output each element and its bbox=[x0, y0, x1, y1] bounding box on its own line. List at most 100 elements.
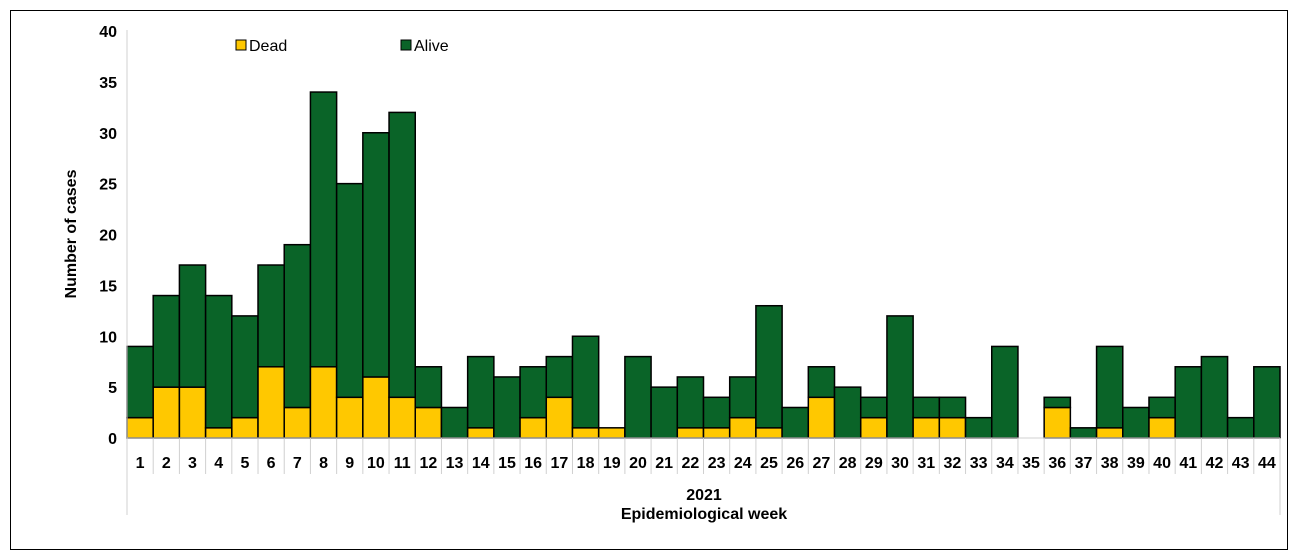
x-tick-label: 38 bbox=[1101, 455, 1119, 472]
bar-dead-week-31 bbox=[912, 416, 941, 439]
bar-alive-week-21 bbox=[650, 386, 679, 439]
bar-dead-week-32 bbox=[938, 416, 967, 439]
y-tick-label: 20 bbox=[99, 228, 117, 245]
bar-dead-week-11 bbox=[388, 396, 416, 439]
bar-alive-week-22 bbox=[676, 376, 705, 429]
x-tick-label: 22 bbox=[682, 455, 700, 472]
y-tick-label: 30 bbox=[99, 126, 117, 143]
bar-dead-week-25 bbox=[755, 427, 783, 439]
x-tick-label: 27 bbox=[813, 455, 831, 472]
bar-alive-week-37 bbox=[1069, 427, 1098, 439]
bar-alive-week-9 bbox=[335, 182, 364, 399]
bar-alive-week-11 bbox=[388, 111, 416, 399]
bar-alive-week-8 bbox=[309, 91, 338, 368]
x-tick-labels: 1 2 3 4 5 6 7 8 9 10 11 12 13 14 15 16 17 18 19 20 21 22 23 24 2… bbox=[126, 438, 1281, 515]
bar-dead-week-22 bbox=[676, 427, 705, 439]
bar-alive-week-34 bbox=[991, 345, 1019, 439]
bar-alive-week-1 bbox=[126, 345, 154, 419]
bar-dead-week-18 bbox=[571, 427, 600, 439]
bar-dead-week-16 bbox=[519, 416, 548, 439]
x-tick-label: 41 bbox=[1179, 455, 1197, 472]
bar-alive-week-32 bbox=[938, 396, 967, 419]
x-tick-label: 31 bbox=[917, 455, 935, 472]
bar-alive-week-39 bbox=[1122, 406, 1150, 439]
x-tick-label: 28 bbox=[839, 455, 857, 472]
bar-dead-week-5 bbox=[231, 416, 259, 439]
bar-alive-week-43 bbox=[1226, 416, 1255, 439]
x-group-label: 2021 bbox=[686, 487, 722, 504]
x-tick-label: 33 bbox=[970, 455, 988, 472]
x-tick-label: 14 bbox=[472, 455, 490, 472]
y-tick-label: 10 bbox=[99, 329, 117, 346]
x-tick-label: 5 bbox=[240, 455, 249, 472]
bar-dead-week-14 bbox=[466, 427, 495, 439]
bar-alive-week-29 bbox=[859, 396, 888, 419]
bar-dead-week-8 bbox=[309, 366, 338, 439]
bar-dead-week-24 bbox=[728, 416, 757, 439]
bar-alive-week-3 bbox=[178, 264, 207, 388]
bar-alive-week-14 bbox=[466, 355, 495, 429]
bar-alive-week-40 bbox=[1148, 396, 1176, 419]
x-tick-label: 15 bbox=[498, 455, 516, 472]
bar-alive-week-5 bbox=[231, 315, 259, 419]
x-axis-title: Epidemiological week bbox=[621, 506, 787, 523]
x-tick-label: 26 bbox=[786, 455, 804, 472]
x-tick-label: 34 bbox=[996, 455, 1014, 472]
x-tick-label: 13 bbox=[446, 455, 464, 472]
bar-dead-week-29 bbox=[859, 416, 888, 439]
y-tick-labels: 0 5 10 15 20 25 30 35 40 bbox=[99, 24, 117, 448]
x-tick-label: 16 bbox=[524, 455, 542, 472]
bar-alive-week-2 bbox=[152, 294, 181, 388]
bar-dead-week-10 bbox=[362, 376, 390, 439]
bar-alive-week-25 bbox=[755, 304, 783, 429]
y-axis-title: Number of cases bbox=[63, 169, 80, 298]
bar-dead-week-9 bbox=[335, 396, 364, 439]
x-tick-label: 23 bbox=[708, 455, 726, 472]
bar-dead-week-19 bbox=[597, 427, 626, 439]
x-tick-label: 39 bbox=[1127, 455, 1145, 472]
bar-alive-week-27 bbox=[807, 366, 836, 399]
bar-alive-week-38 bbox=[1095, 345, 1124, 429]
x-tick-label: 29 bbox=[865, 455, 883, 472]
x-tick-label: 30 bbox=[891, 455, 909, 472]
bar-alive-week-24 bbox=[728, 376, 757, 419]
bar-alive-week-41 bbox=[1174, 366, 1203, 439]
x-tick-label: 32 bbox=[944, 455, 962, 472]
bar-alive-week-18 bbox=[571, 335, 600, 429]
bar-alive-week-36 bbox=[1043, 396, 1072, 409]
bar-alive-week-20 bbox=[624, 355, 652, 439]
bar-dead-week-23 bbox=[702, 427, 731, 439]
x-tick-label: 1 bbox=[136, 455, 145, 472]
x-tick-label: 10 bbox=[367, 455, 385, 472]
x-tick-label: 9 bbox=[345, 455, 354, 472]
y-tick-label: 5 bbox=[108, 380, 117, 397]
y-tick-label: 25 bbox=[99, 177, 117, 194]
x-tick-label: 11 bbox=[394, 455, 411, 472]
bar-dead-week-27 bbox=[807, 396, 836, 439]
bar-alive-week-16 bbox=[519, 366, 548, 419]
bar-alive-week-17 bbox=[545, 355, 574, 399]
bar-dead-week-2 bbox=[152, 386, 181, 439]
bar-alive-week-12 bbox=[414, 366, 443, 409]
x-tick-label: 20 bbox=[629, 455, 647, 472]
legend: Dead Alive bbox=[235, 38, 449, 55]
bar-dead-week-17 bbox=[545, 396, 574, 439]
bar-dead-week-36 bbox=[1043, 406, 1072, 439]
bar-alive-week-31 bbox=[912, 396, 941, 419]
x-tick-label: 37 bbox=[1075, 455, 1093, 472]
bar-alive-week-4 bbox=[204, 294, 233, 429]
x-tick-label: 19 bbox=[603, 455, 621, 472]
bar-dead-week-4 bbox=[204, 427, 233, 439]
x-tick-label: 6 bbox=[267, 455, 276, 472]
y-tick-label: 40 bbox=[99, 24, 117, 41]
x-tick-label: 7 bbox=[293, 455, 302, 472]
bar-dead-week-38 bbox=[1095, 427, 1124, 439]
x-tick-label: 18 bbox=[577, 455, 595, 472]
bar-alive-week-28 bbox=[833, 386, 862, 439]
x-tick-label: 8 bbox=[319, 455, 328, 472]
bar-dead-week-3 bbox=[178, 386, 207, 439]
x-tick-label: 4 bbox=[214, 455, 223, 472]
bar-alive-week-23 bbox=[702, 396, 731, 429]
bar-alive-week-26 bbox=[781, 406, 810, 439]
